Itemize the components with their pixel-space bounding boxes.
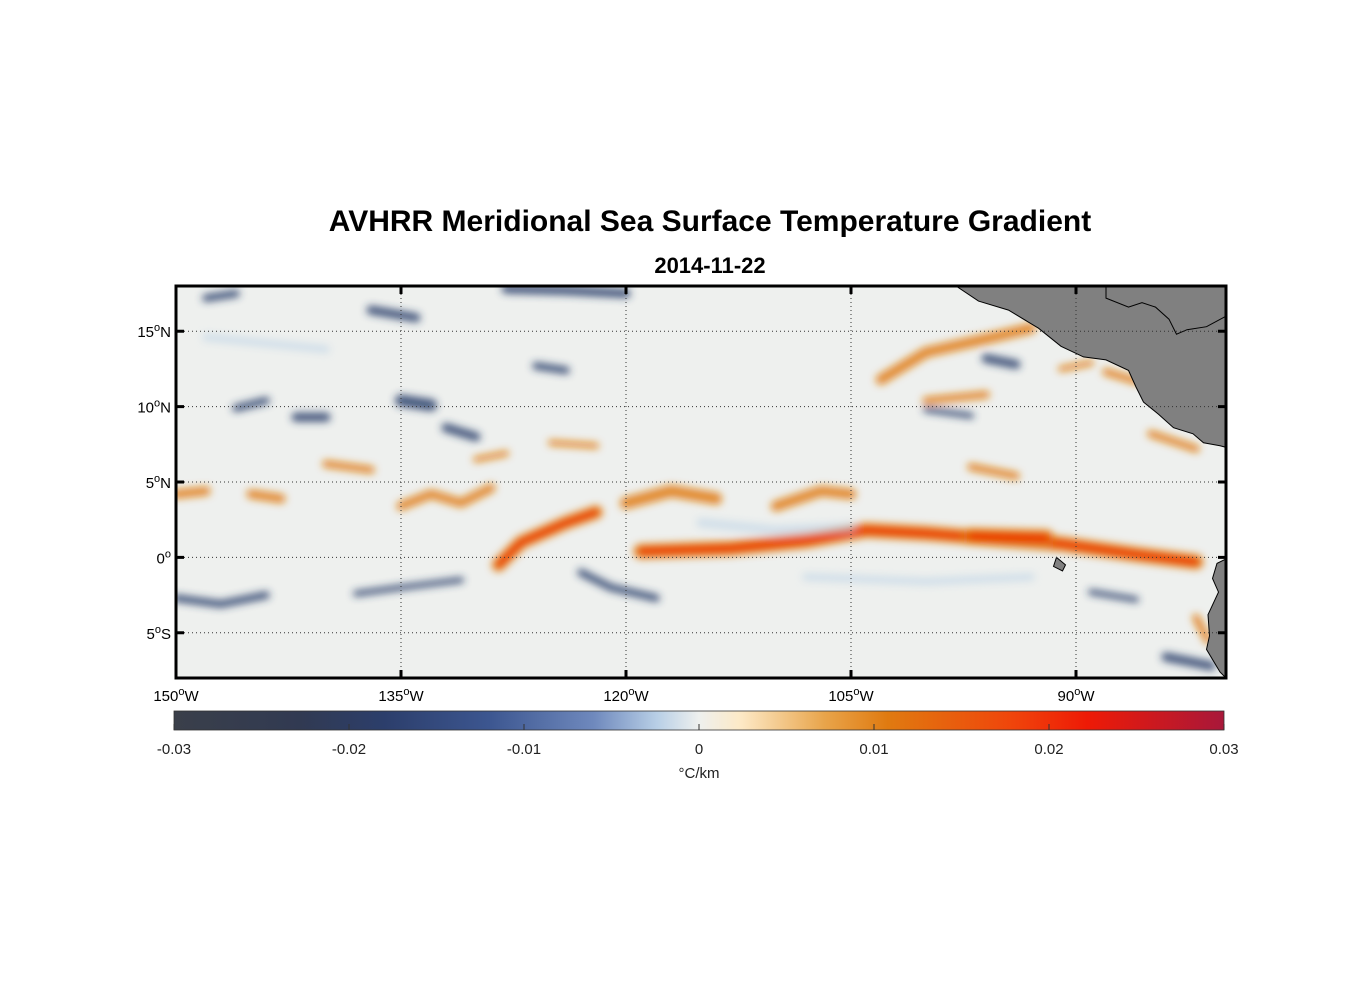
lon-label: 120oW: [603, 686, 649, 705]
colorbar-tick-label: 0: [695, 741, 703, 758]
colorbar: -0.03 -0.02 -0.01 0 0.01 0.02 0.03 °C/km: [157, 710, 1239, 782]
lon-label: 105oW: [828, 686, 874, 705]
lon-label: 150oW: [153, 686, 199, 705]
feature-pos-14: [1057, 359, 1095, 372]
feature-pos-3: [770, 485, 857, 512]
feature-neg-25: [532, 362, 570, 375]
feature-pos-17: [1192, 613, 1212, 645]
colorbar-tick-label: -0.03: [157, 741, 191, 758]
lon-label: 135oW: [378, 686, 424, 705]
colorbar-tick-label: -0.02: [332, 741, 366, 758]
feature-neg-30: [922, 406, 975, 419]
map-ticks: [174, 286, 1226, 678]
feature-pos-6: [246, 489, 286, 504]
feature-neglight-34: [802, 573, 1035, 586]
feature-core-1: [637, 526, 1200, 566]
lat-label: 5oN: [146, 473, 171, 492]
lon-label: 90oW: [1058, 686, 1096, 705]
feature-neg-22: [441, 423, 481, 442]
tick-labels: 150oW 135oW 120oW 105oW 90oW 15oN 10oN 5oN 0o 5oS: [137, 322, 1095, 705]
feature-neg-28: [577, 568, 660, 602]
feature-pos-5: [176, 486, 211, 499]
gradient-features: [176, 286, 1216, 671]
figure-subtitle: 2014-11-22: [654, 253, 766, 278]
feature-core-16: [967, 532, 1050, 542]
feature-neg-19: [366, 305, 421, 323]
feature-neg-31: [1161, 652, 1216, 671]
feature-neg-27: [352, 576, 465, 597]
colorbar-tick-label: -0.01: [507, 741, 541, 758]
feature-neg-29: [981, 353, 1021, 369]
feature-neg-20: [501, 286, 631, 299]
feature-pos-9: [472, 450, 510, 463]
feature-neg-21: [394, 394, 438, 412]
land-central-america: [955, 286, 1226, 448]
feature-pos-11: [922, 390, 990, 405]
feature-neg-32: [1088, 589, 1139, 603]
feature-pos-8: [547, 439, 600, 449]
feature-neglight-35: [202, 333, 330, 354]
feature-neg-18: [202, 289, 240, 302]
sst-gradient-map: 150oW 135oW 120oW 105oW 90oW 15oN 10oN 5oN 0o 5oS: [137, 284, 1228, 705]
feature-pos-2: [619, 484, 723, 510]
map-content: [176, 286, 1226, 678]
feature-pos-15: [967, 463, 1020, 480]
feature-core-0: [495, 509, 600, 568]
figure-title: AVHRR Meridional Sea Surface Temperature…: [328, 205, 1092, 238]
feature-pos-13: [1147, 430, 1200, 453]
colorbar-tick-label: 0.01: [859, 741, 888, 758]
feature-pos-12: [1102, 368, 1140, 385]
lat-label: 10oN: [137, 398, 171, 417]
colorbar-tick-label: 0.03: [1209, 741, 1238, 758]
feature-pos-4: [396, 483, 496, 511]
feature-pos-7: [322, 460, 375, 474]
lat-label: 0o: [157, 548, 171, 567]
lat-label: 15oN: [137, 322, 171, 341]
land-south-america: [1205, 558, 1226, 678]
colorbar-tick-label: 0.02: [1034, 741, 1063, 758]
feature-pos-10: [875, 322, 1037, 385]
lat-label: 5oS: [147, 624, 171, 643]
feature-neg-26: [176, 591, 270, 608]
feature-neglight-33: [696, 518, 856, 535]
land-galapagos: [1052, 556, 1067, 572]
colorbar-unit-label: °C/km: [679, 765, 720, 782]
